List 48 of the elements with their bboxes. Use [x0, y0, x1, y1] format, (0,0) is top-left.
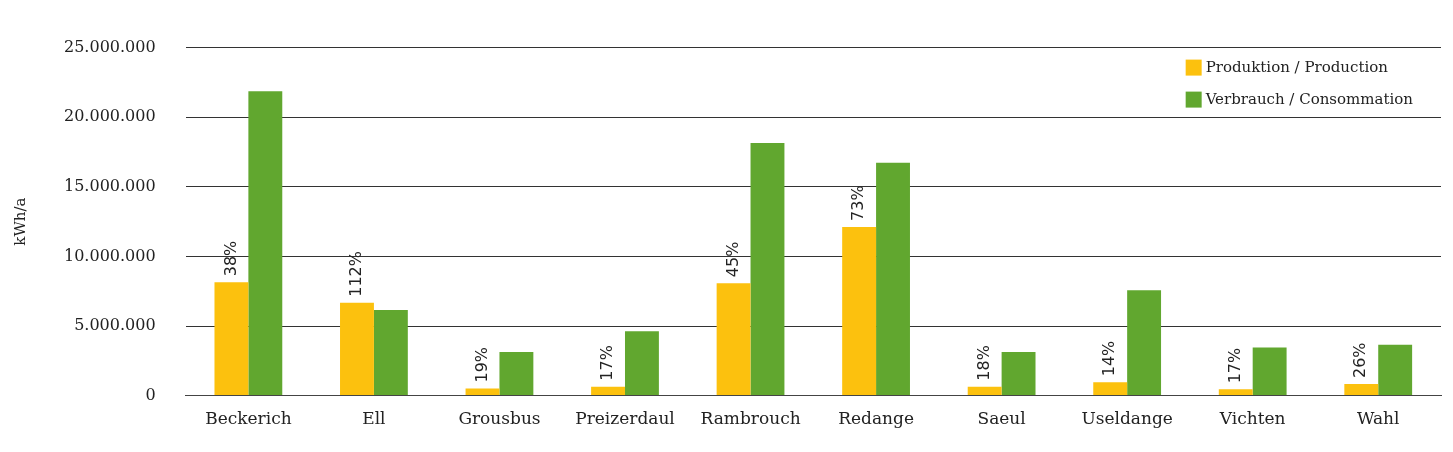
annotation: 14% [1099, 340, 1119, 377]
bar [750, 143, 785, 396]
annotation: 17% [1224, 347, 1244, 384]
annotation: 38% [220, 240, 240, 277]
y-tick-label: 0 [145, 384, 156, 404]
bar [1378, 344, 1413, 396]
x-tick-label: Rambrouch [700, 408, 801, 429]
legend-label: Verbrauch / Consommation [1204, 90, 1414, 109]
annotation: 26% [1350, 342, 1370, 379]
annotation: 45% [722, 241, 742, 278]
bar [1344, 384, 1379, 396]
bar [1127, 290, 1162, 396]
bar [716, 283, 751, 396]
bar [340, 302, 374, 396]
x-tick-label: Grousbus [458, 408, 541, 429]
y-axis-title: kWh/a [10, 197, 29, 246]
x-tick-label: Wahl [1356, 408, 1400, 429]
y-tick-label: 20.000.000 [64, 106, 156, 126]
bar [1001, 351, 1036, 396]
x-tick-label: Ell [362, 408, 386, 429]
bar [1252, 347, 1287, 396]
x-tick-label: Vichten [1218, 408, 1286, 429]
annotation: 112% [346, 251, 366, 297]
y-tick-label: 5.000.000 [74, 315, 156, 335]
x-tick-label: Useldange [1081, 408, 1173, 429]
bar [842, 226, 877, 396]
annotation: 73% [848, 185, 868, 221]
bar [214, 282, 249, 396]
y-tick-label: 10.000.000 [64, 245, 156, 265]
bar [967, 386, 1002, 396]
bar [876, 162, 910, 396]
bar [1218, 389, 1253, 396]
bar [499, 351, 534, 396]
x-tick-label: Beckerich [205, 408, 292, 429]
y-tick-label: 15.000.000 [64, 175, 156, 195]
annotation: 19% [471, 346, 491, 383]
annotation: 18% [973, 345, 993, 381]
bar [373, 309, 408, 396]
x-tick-label: Preizerdaul [575, 408, 675, 429]
bar [1093, 382, 1128, 396]
x-tick-label: Redange [838, 408, 914, 429]
bar [591, 386, 625, 396]
y-tick-label: 25.000.000 [64, 36, 156, 56]
annotation: 17% [597, 345, 617, 381]
bar [248, 91, 283, 396]
legend-label: Produktion / Production [1205, 58, 1389, 77]
x-tick-label: Saeul [977, 408, 1026, 429]
bar [625, 331, 659, 396]
